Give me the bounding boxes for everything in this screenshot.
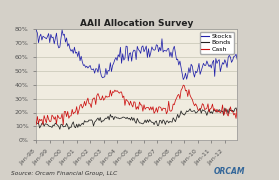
Legend: Stocks, Bonds, Cash: Stocks, Bonds, Cash xyxy=(199,32,234,54)
Text: ORCAM: ORCAM xyxy=(214,167,246,176)
Text: Source: Orcam Financial Group, LLC: Source: Orcam Financial Group, LLC xyxy=(11,170,117,175)
Title: AAII Allocation Survey: AAII Allocation Survey xyxy=(80,19,193,28)
